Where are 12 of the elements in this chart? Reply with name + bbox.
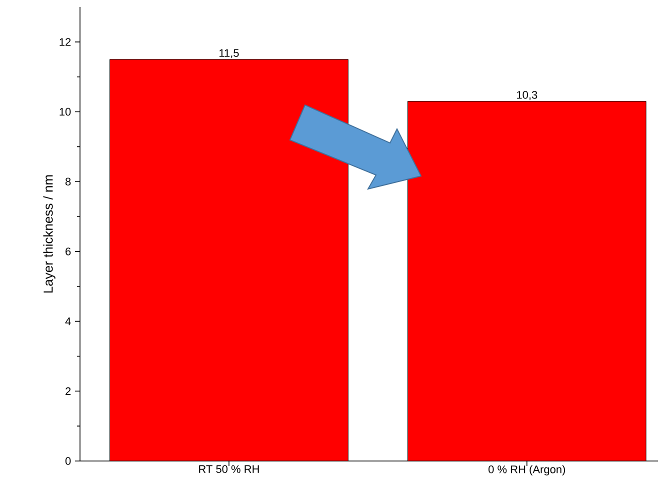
y-tick-label: 2 [66,387,71,395]
y-tick-label: 4 [65,318,71,326]
y-tick-label: 0 [65,457,71,465]
y-tick-label: 12 [60,38,71,46]
x-tick-label: 0 % RH (Argon) [488,465,566,476]
data-label: 11,5 [220,49,239,58]
data-label: 10,3 [517,91,538,100]
y-tick-label: 8 [65,178,71,186]
y-axis-title: Layer thickness / nm [43,175,56,293]
y-tick-label: 6 [66,248,71,256]
x-tick-label: RT 50 % RH [199,465,259,473]
y-tick-label: 10 [60,108,71,116]
